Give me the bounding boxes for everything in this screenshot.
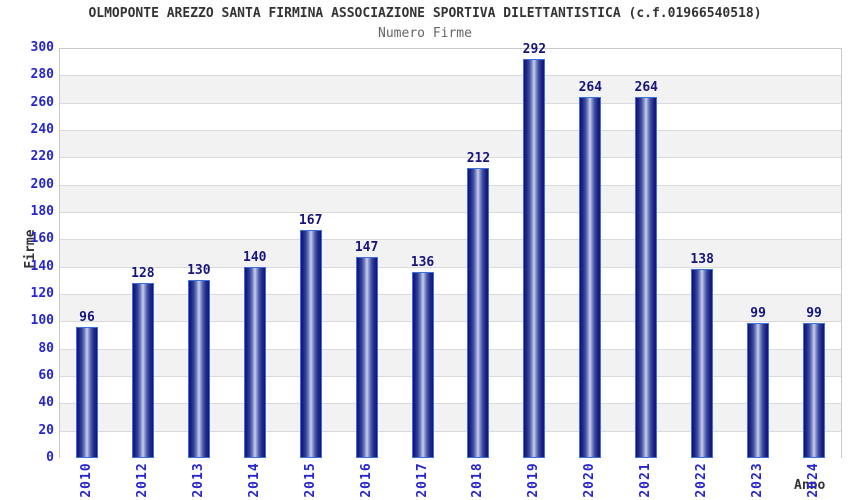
gridline [60, 294, 841, 295]
bar-value-label: 138 [690, 252, 714, 267]
chart-title: OLMOPONTE AREZZO SANTA FIRMINA ASSOCIAZI… [88, 6, 762, 21]
y-tick-label: 300 [30, 40, 54, 55]
bar-2019 [523, 59, 546, 458]
gridline [60, 349, 841, 350]
x-tick-label-2014: 2014 [246, 462, 262, 498]
x-axis-title: Anno [794, 478, 826, 493]
bar-2024 [803, 323, 826, 458]
x-tick-label-2022: 2022 [694, 462, 710, 498]
gridline [60, 376, 841, 377]
gridline [60, 431, 841, 432]
bar-2022 [691, 269, 714, 458]
bar-2010 [75, 327, 98, 458]
gridline [60, 403, 841, 404]
background-band [60, 295, 841, 323]
bar-value-label: 212 [466, 151, 491, 166]
y-tick-label: 280 [30, 67, 54, 83]
bar-value-label: 167 [298, 213, 323, 228]
gridline [60, 267, 841, 268]
x-tick-label-2021: 2021 [638, 462, 654, 498]
bar-2013 [187, 280, 210, 458]
background-band [60, 213, 841, 241]
bar-value-label: 264 [634, 80, 658, 95]
x-tick-label-2020: 2020 [582, 462, 598, 498]
bar-value-label: 99 [750, 306, 766, 321]
y-tick-label: 80 [38, 340, 54, 356]
y-tick-label: 20 [38, 422, 54, 438]
y-tick-label: 40 [38, 395, 54, 411]
background-band [60, 76, 841, 104]
y-tick-label: 220 [30, 149, 54, 165]
y-tick-label: 60 [38, 368, 54, 383]
bar-value-label: 99 [806, 306, 822, 321]
gridline [60, 157, 841, 158]
gridline [60, 103, 841, 104]
y-tick-label: 100 [30, 313, 54, 329]
gridline [60, 185, 841, 186]
bar-value-label: 130 [187, 263, 211, 278]
y-tick-label: 180 [30, 204, 54, 219]
bar-2018 [467, 168, 490, 458]
bar-2015 [299, 230, 322, 458]
bar-2023 [747, 323, 770, 458]
background-band [60, 240, 841, 268]
bar-value-label: 140 [243, 250, 267, 265]
background-band [60, 49, 841, 77]
gridline [60, 212, 841, 213]
chart-subtitle: Numero Firme [378, 26, 472, 41]
y-tick-label: 0 [46, 450, 54, 465]
bar-value-label: 128 [131, 266, 155, 281]
y-tick-label: 120 [30, 286, 54, 301]
y-tick-label: 260 [30, 94, 54, 110]
x-tick-label-2024: 2024 [806, 462, 822, 498]
background-band [60, 431, 841, 459]
y-tick-label: 240 [30, 122, 54, 137]
x-tick-label-2017: 2017 [414, 462, 430, 498]
x-tick-label-2016: 2016 [358, 462, 374, 498]
gridline [60, 130, 841, 131]
background-band [60, 131, 841, 159]
gridline [60, 239, 841, 240]
bar-2020 [579, 97, 602, 458]
x-tick-label-2023: 2023 [750, 462, 766, 498]
gridline [60, 75, 841, 76]
bar-value-label: 264 [578, 80, 603, 95]
y-tick-label: 140 [30, 258, 54, 274]
x-tick-label-2015: 2015 [302, 462, 318, 498]
background-band [60, 158, 841, 186]
background-band [60, 103, 841, 131]
background-band [60, 185, 841, 213]
x-tick-label-2010: 2010 [78, 462, 94, 498]
x-tick-label-2013: 2013 [190, 462, 206, 498]
bar-value-label: 292 [522, 42, 547, 57]
bar-2012 [131, 283, 154, 458]
bar-2014 [243, 267, 266, 458]
x-tick-label-2019: 2019 [526, 462, 542, 498]
x-tick-label-2012: 2012 [134, 462, 150, 498]
bar-2021 [635, 97, 658, 458]
x-tick-label-2018: 2018 [470, 462, 486, 498]
gridline [60, 321, 841, 322]
background-band [60, 349, 841, 377]
y-tick-label: 160 [30, 231, 54, 247]
bar-value-label: 96 [79, 310, 95, 325]
bar-value-label: 136 [410, 255, 435, 270]
bar-2017 [411, 272, 434, 458]
background-band [60, 404, 841, 432]
background-band [60, 322, 841, 350]
bar-2016 [355, 257, 378, 458]
background-band [60, 377, 841, 405]
y-tick-label: 200 [30, 176, 54, 192]
bar-value-label: 147 [354, 240, 379, 255]
